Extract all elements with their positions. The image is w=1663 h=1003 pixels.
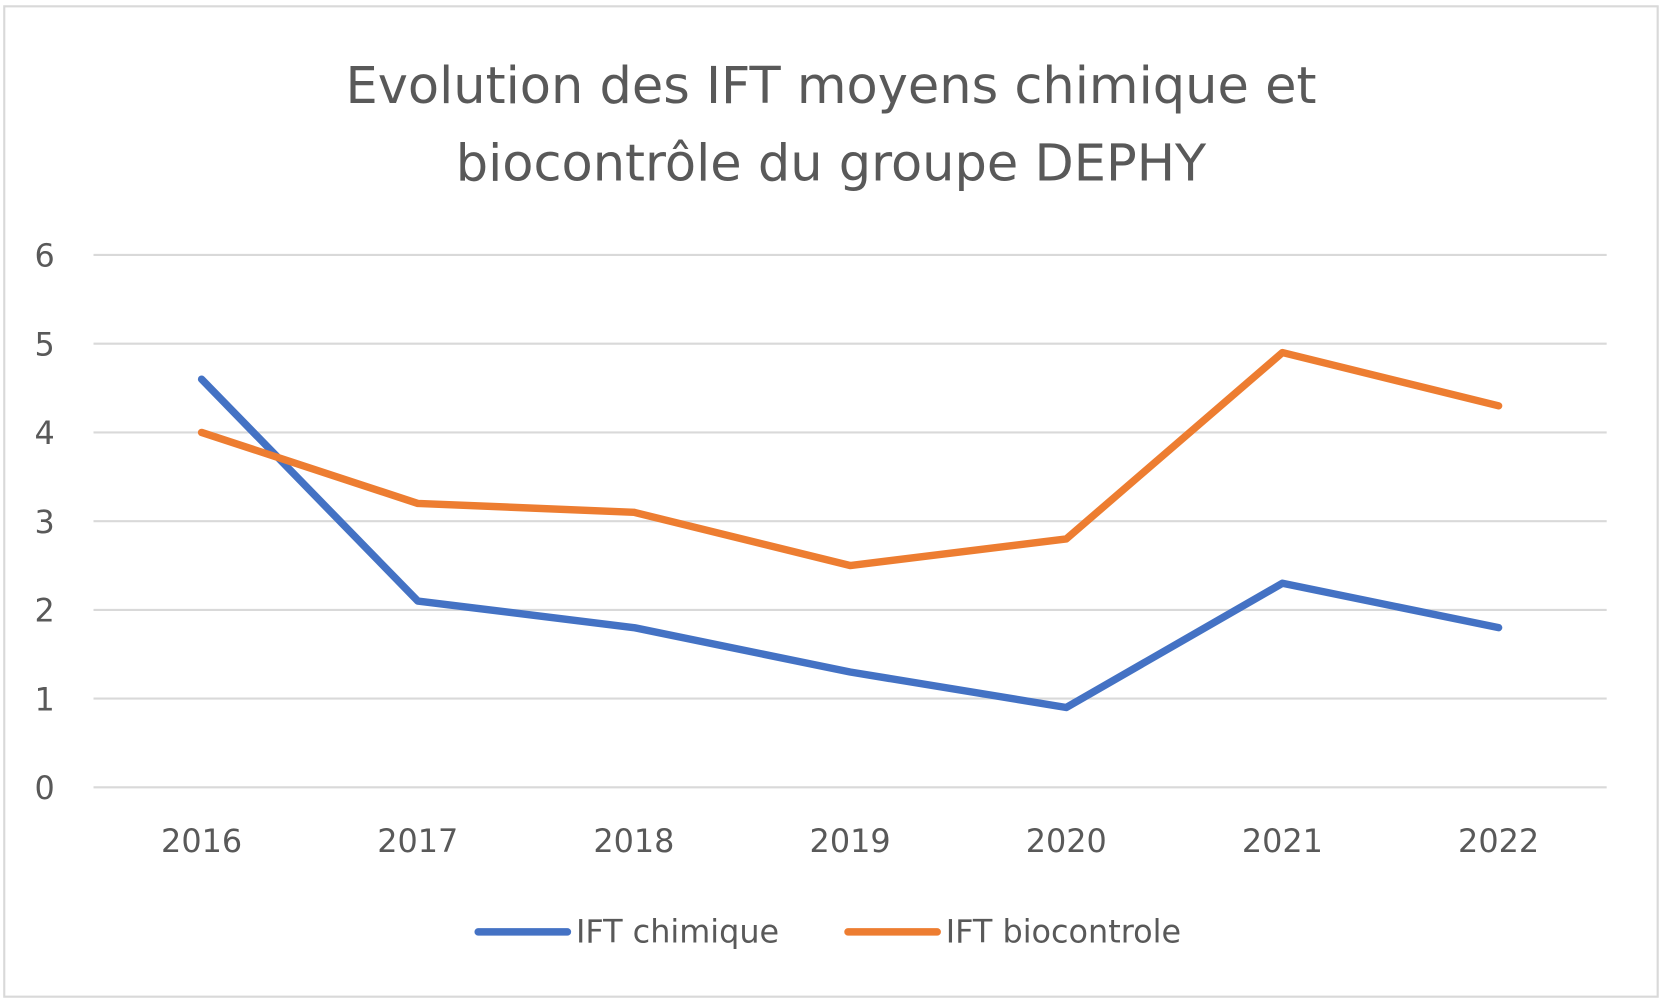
y-tick-label: 2 <box>34 592 54 630</box>
y-tick-label: 6 <box>34 237 54 275</box>
x-tick-label: 2016 <box>161 822 242 860</box>
chart-border <box>3 5 1659 998</box>
x-tick-label: 2022 <box>1458 822 1539 860</box>
x-tick-label: 2017 <box>377 822 458 860</box>
chart-title-line-2: biocontrôle du groupe DEPHY <box>456 135 1207 194</box>
chart-title-line-1: Evolution des IFT moyens chimique et <box>345 57 1316 116</box>
x-tick-label: 2018 <box>593 822 674 860</box>
y-tick-label: 3 <box>34 503 54 541</box>
y-tick-label: 5 <box>34 325 54 363</box>
x-tick-label: 2019 <box>810 822 891 860</box>
x-tick-label: 2020 <box>1026 822 1107 860</box>
y-tick-label: 4 <box>34 414 54 452</box>
legend-label-1: IFT chimique <box>576 912 779 950</box>
legend-label-2: IFT biocontrole <box>946 912 1181 950</box>
y-tick-label: 1 <box>34 680 54 718</box>
x-tick-label: 2021 <box>1242 822 1323 860</box>
y-tick-label: 0 <box>34 769 54 807</box>
